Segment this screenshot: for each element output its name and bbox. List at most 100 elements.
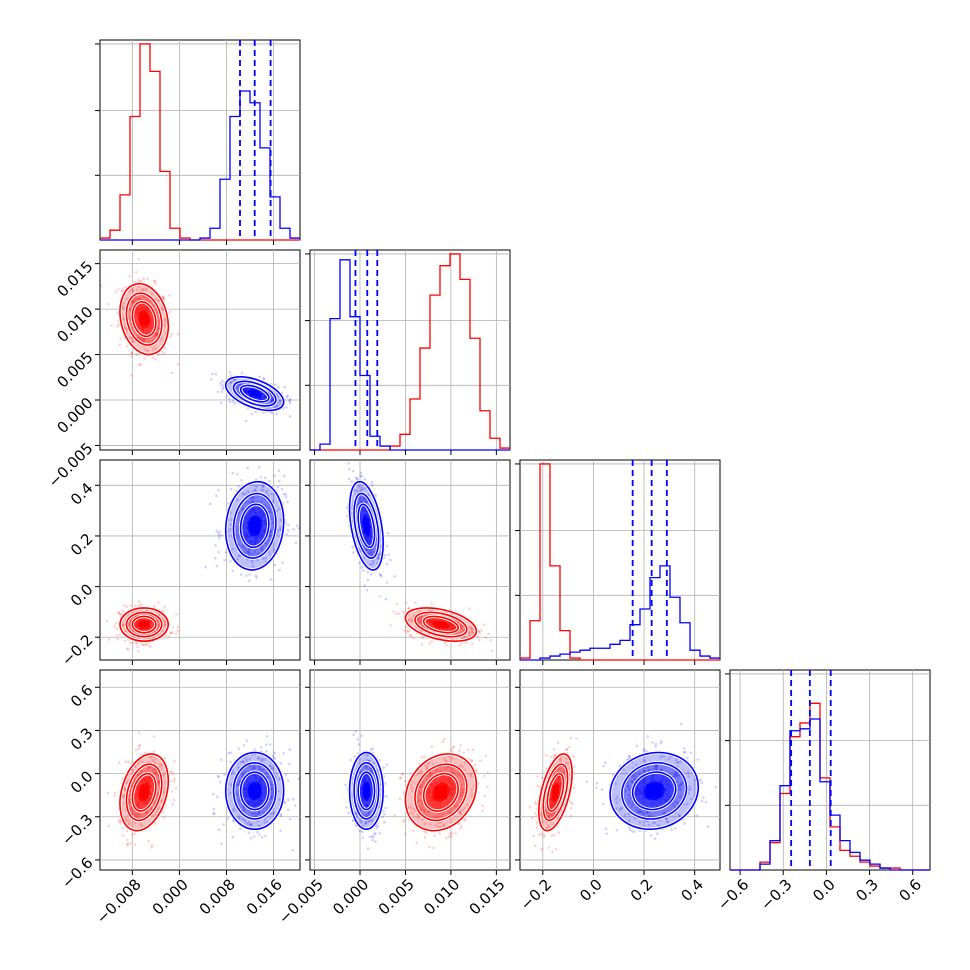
sample-point [431,762,435,766]
sample-point [142,339,145,343]
sample-point [146,768,150,771]
sample-point [270,511,273,515]
sample-point [268,508,272,512]
sample-point [264,491,268,494]
sample-point [258,767,262,771]
sample-point [241,809,245,812]
sample-point [258,810,261,813]
sample-point [279,518,283,522]
sample-point [278,777,281,781]
histogram-step-line [310,259,510,451]
sample-point [172,780,176,783]
sample-point [420,808,423,811]
sample-point [383,812,386,816]
sample-point [235,387,238,390]
sample-point [265,735,269,738]
sample-point [212,812,216,816]
sample-point [285,395,289,399]
sample-point [118,818,121,822]
sample-point [162,321,166,324]
sample-point [154,332,158,335]
sample-point [482,623,486,627]
sample-point [481,804,484,807]
sample-point [134,843,137,846]
sample-point [134,298,137,302]
histogram-step-line [520,463,720,661]
sample-point [241,760,245,764]
sample-point [432,846,435,850]
sample-point [236,793,239,796]
sample-point [175,613,178,616]
sample-point [367,819,371,823]
sample-point [288,762,291,766]
sample-point [130,355,133,358]
sample-point [398,797,402,801]
sample-point [150,844,154,847]
sample-point [220,533,223,537]
sample-point [123,786,127,790]
density-peak-cell [363,784,370,798]
sample-point [351,545,355,549]
sample-point [215,529,218,532]
sample-point [244,419,248,423]
sample-point [113,625,116,628]
sample-point [139,769,143,773]
sample-point [123,322,126,326]
sample-point [419,620,423,624]
sample-point [353,489,357,492]
sample-point [436,768,439,772]
sample-point [547,846,550,849]
sample-point [365,758,369,762]
sample-point [231,471,234,475]
sample-point [363,477,367,481]
sample-point [288,399,292,403]
histogram-panel-3 [725,669,931,875]
sample-point [128,800,131,804]
sample-point [120,290,124,293]
sample-point [386,532,390,535]
sample-point [470,775,473,778]
sample-point [204,565,207,569]
sample-point [680,782,683,786]
sample-point [152,279,156,283]
sample-point [570,806,573,810]
sample-point [163,298,166,301]
sample-point [242,818,245,821]
sample-point [231,547,234,551]
sample-point [426,763,429,766]
sample-point [266,457,269,460]
sample-point [410,786,414,790]
sample-point [164,623,167,627]
sample-point [250,813,253,816]
sample-point [365,766,368,769]
sample-point [458,810,461,814]
sample-point [364,500,368,504]
sample-point [260,500,263,503]
sample-point [471,642,474,646]
sample-point [122,301,125,305]
sample-point [484,754,488,758]
sample-point [354,730,358,733]
sample-point [377,556,380,559]
sample-point [430,745,434,748]
sample-point [423,822,427,826]
sample-point [408,629,411,632]
sample-point [345,506,349,510]
sample-point [365,814,369,817]
sample-point [156,314,159,318]
sample-point [151,768,155,772]
sample-point [139,363,142,366]
sample-point [549,755,553,759]
sample-point [161,308,164,311]
sample-point [379,574,383,578]
sample-point [270,812,273,815]
sample-point [575,737,578,740]
sample-point [416,773,419,776]
sample-point [135,289,139,292]
sample-point [479,629,483,632]
sample-point [270,787,274,791]
sample-point [170,371,174,375]
sample-point [253,767,256,770]
sample-point [462,791,465,794]
sample-point [301,823,304,826]
